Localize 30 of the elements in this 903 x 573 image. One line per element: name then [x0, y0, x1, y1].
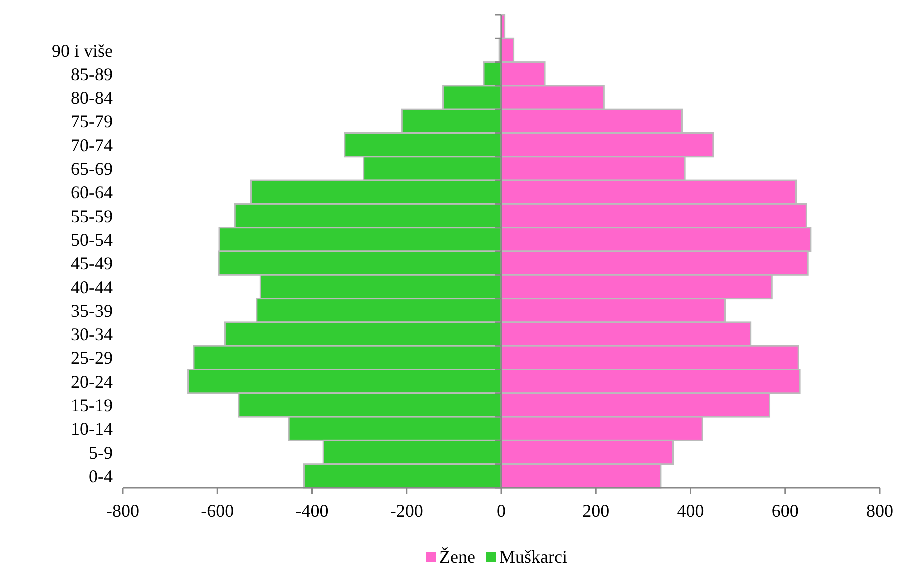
y-tick-label: 60-64: [71, 182, 113, 203]
x-tick-label: 600: [772, 501, 799, 521]
y-tick-label: 70-74: [71, 135, 113, 156]
y-tick-label: 0-4: [89, 466, 113, 486]
y-tick-label: 65-69: [71, 159, 113, 180]
y-tick-label: 55-59: [71, 206, 113, 226]
x-tick-label: 800: [866, 501, 894, 521]
y-tick-label: 80-84: [71, 88, 113, 108]
y-tick-label: 35-39: [71, 300, 113, 321]
x-tick-label: -400: [296, 501, 329, 521]
y-tick-label: 20-24: [71, 372, 113, 392]
y-tick-label: 50-54: [71, 230, 113, 250]
y-tick-label: 25-29: [71, 348, 113, 368]
y-tick-label: 85-89: [71, 64, 113, 84]
x-tick-label: -600: [201, 501, 234, 521]
y-tick-label: 30-34: [71, 324, 113, 345]
y-tick-label: 90 i više: [52, 40, 114, 61]
x-tick-label: 400: [677, 501, 704, 521]
y-tick-label: 5-9: [89, 442, 113, 463]
y-tick-label: 75-79: [71, 112, 113, 132]
legend-label: Žene: [440, 547, 476, 567]
y-tick-label: 10-14: [71, 419, 113, 440]
y-tick-label: 15-19: [71, 396, 113, 416]
legend-label: Muškarci: [500, 547, 568, 567]
y-tick-label: 40-44: [71, 277, 113, 298]
x-tick-label: -200: [390, 501, 424, 521]
x-tick-label: 200: [582, 501, 610, 521]
x-tick-label: -800: [106, 501, 140, 521]
y-tick-label: 45-49: [71, 254, 113, 274]
x-tick-label: 0: [497, 501, 506, 521]
